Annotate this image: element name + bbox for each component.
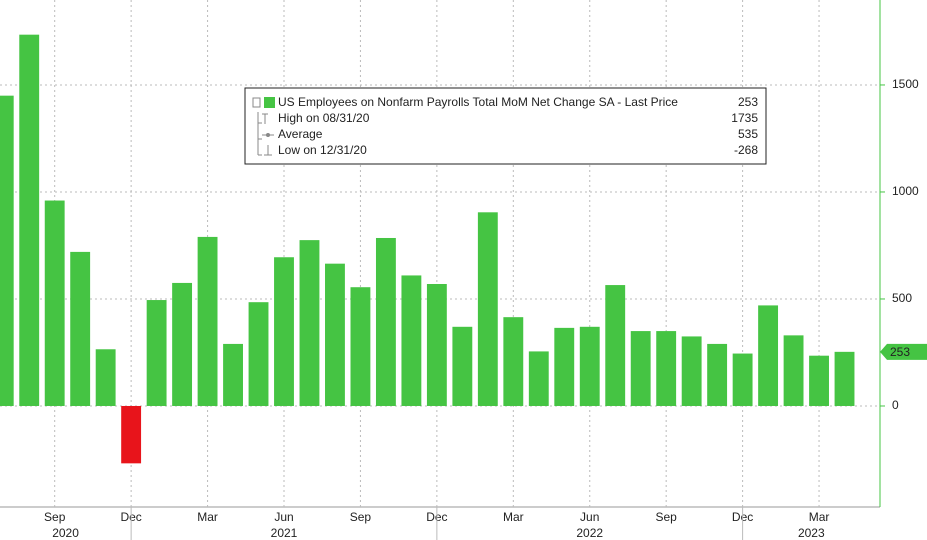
bar — [579, 326, 600, 406]
year-label: 2021 — [271, 526, 298, 540]
x-tick-label: Sep — [44, 510, 66, 524]
bar — [121, 405, 142, 464]
y-tick-label: 1000 — [892, 184, 919, 198]
legend-tree — [257, 112, 268, 156]
bar — [248, 302, 269, 406]
bar — [325, 263, 345, 406]
bar — [44, 200, 65, 406]
x-tick-label: Mar — [809, 510, 830, 524]
legend-label: Low on 12/31/20 — [278, 143, 367, 157]
bar — [426, 283, 447, 406]
y-tick-label: 500 — [892, 291, 912, 305]
year-label: 2022 — [576, 526, 603, 540]
bar — [630, 331, 651, 406]
bar — [401, 275, 422, 406]
x-tick-label: Sep — [655, 510, 677, 524]
plot — [0, 0, 880, 507]
y-tick-label: 1500 — [892, 77, 919, 91]
legend-icon — [252, 97, 261, 108]
bar — [758, 305, 779, 406]
legend-title: US Employees on Nonfarm Payrolls Total M… — [278, 95, 678, 109]
legend-value: -268 — [734, 143, 758, 157]
bar — [299, 240, 320, 406]
x-tick-label: Jun — [580, 510, 599, 524]
bar — [605, 285, 626, 406]
x-tick-label: Sep — [350, 510, 372, 524]
bar — [834, 351, 855, 406]
bar — [70, 251, 91, 406]
bar — [656, 331, 677, 406]
legend-box — [244, 87, 767, 165]
x-tick-label: Mar — [503, 510, 524, 524]
bar — [732, 353, 753, 406]
bar — [95, 349, 116, 406]
legend-swatch — [264, 97, 275, 108]
legend-icon — [266, 133, 270, 137]
bar — [274, 257, 294, 406]
bar — [172, 282, 193, 406]
last-price-tag — [880, 343, 927, 360]
legend-value: 253 — [738, 95, 758, 109]
bar — [528, 351, 549, 406]
legend-icon — [264, 145, 272, 156]
year-label: 2020 — [52, 526, 79, 540]
bar — [146, 300, 167, 406]
bar — [350, 287, 371, 406]
year-label: 2023 — [798, 526, 825, 540]
legend-value: 535 — [738, 127, 758, 141]
legend-label: High on 08/31/20 — [278, 111, 370, 125]
bar — [19, 34, 40, 406]
bar — [554, 327, 575, 406]
x-tick-label: Mar — [197, 510, 218, 524]
bar — [477, 212, 498, 406]
bar — [809, 355, 829, 406]
bar — [707, 343, 728, 406]
bar — [681, 336, 702, 406]
y-tick-label: 0 — [892, 398, 899, 412]
bar — [375, 237, 396, 406]
last-price-label: 253 — [890, 345, 910, 359]
x-tick-label: Jun — [274, 510, 293, 524]
legend-label: Average — [278, 127, 323, 141]
bar — [783, 335, 804, 406]
bar — [452, 326, 473, 406]
legend-value: 1735 — [731, 111, 758, 125]
bar — [197, 236, 218, 406]
bar — [503, 317, 524, 406]
bar — [0, 95, 14, 406]
legend: US Employees on Nonfarm Payrolls Total M… — [244, 87, 767, 165]
bar — [223, 343, 243, 406]
